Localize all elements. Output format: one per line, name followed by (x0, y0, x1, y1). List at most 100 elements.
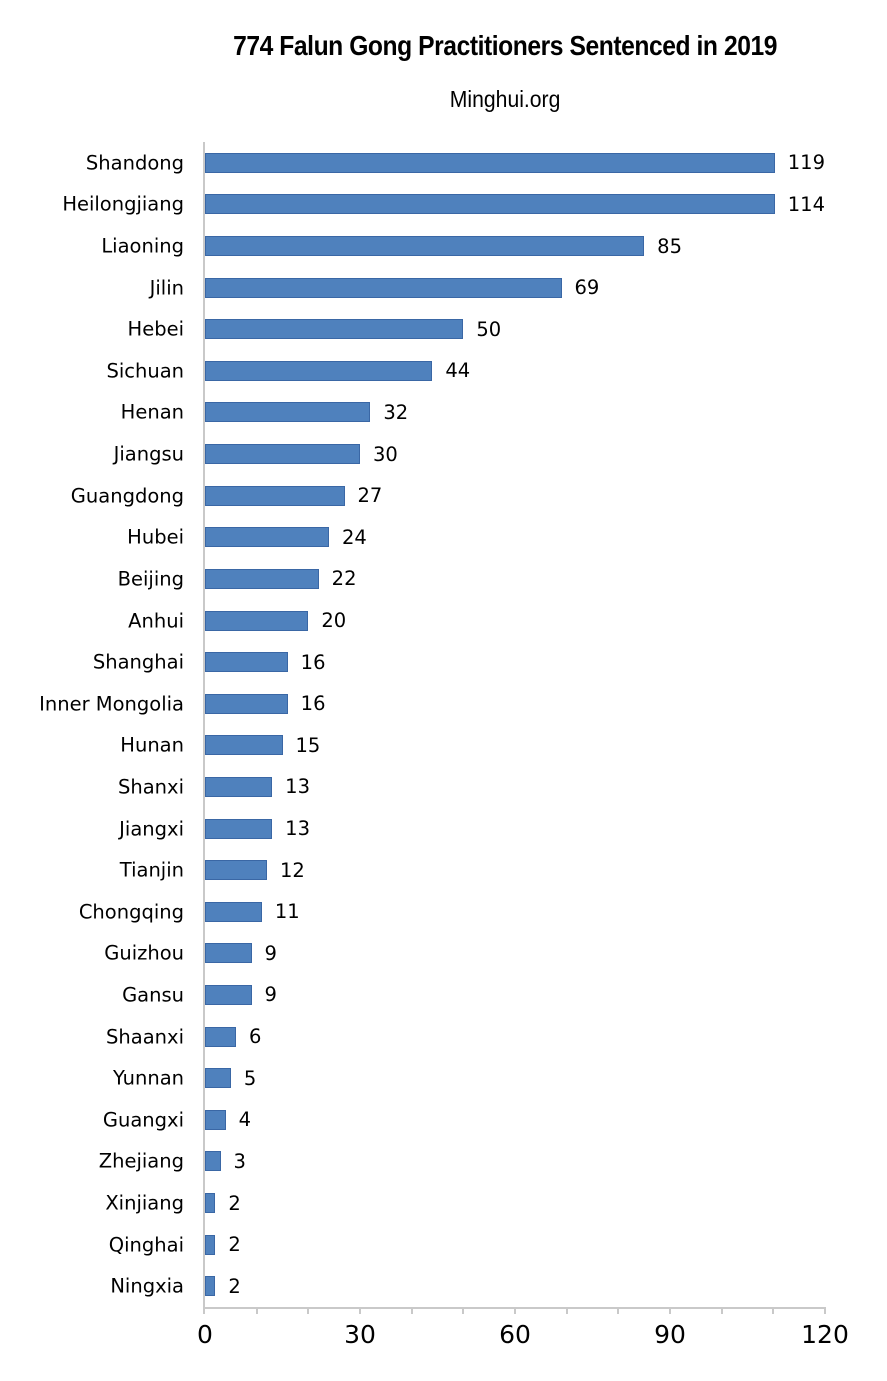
bar (205, 610, 309, 631)
value-label: 2 (228, 1233, 241, 1257)
bar-row: Hunan 15 (120, 725, 825, 767)
category-label: Heilongjiang (62, 192, 184, 216)
value-label: 50 (476, 317, 502, 341)
category-label: Chongqing (78, 900, 184, 924)
x-axis-tick-label: 60 (499, 1320, 531, 1349)
bar-row: Jilin 69 (150, 267, 825, 309)
bar-row: Zhejiang 3 (99, 1141, 825, 1183)
x-axis-tick-label: 30 (344, 1320, 376, 1349)
value-label: 16 (300, 692, 326, 716)
category-label: Beijing (117, 567, 184, 591)
bar-row: Shanghai 16 (93, 641, 825, 683)
bar (205, 527, 329, 548)
category-label: Jilin (149, 276, 184, 300)
value-label: 9 (264, 941, 277, 965)
value-label: 13 (285, 775, 310, 799)
bar (205, 943, 252, 964)
category-label: Shaanxi (106, 1025, 184, 1049)
bar (205, 402, 371, 423)
category-label: Shanghai (92, 650, 184, 674)
bar-row: Shandong 119 (86, 142, 825, 184)
value-label: 11 (274, 900, 300, 924)
value-label: 2 (228, 1274, 241, 1298)
category-label: Hunan (120, 733, 184, 757)
bar-row: Jiangsu 30 (114, 433, 825, 475)
bar (205, 984, 252, 1005)
category-label: Xinjiang (105, 1191, 184, 1215)
category-label: Inner Mongolia (39, 692, 184, 716)
bar-row: Guangdong 27 (71, 475, 825, 517)
bar-row: Xinjiang 2 (105, 1182, 825, 1224)
bar (205, 860, 267, 881)
bar-row: Gansu 9 (122, 974, 825, 1016)
bar (205, 652, 288, 673)
value-label: 5 (243, 1066, 257, 1090)
bar-row: Sichuan 44 (106, 350, 825, 392)
value-label: 119 (787, 151, 825, 175)
value-label: 15 (295, 733, 321, 757)
x-axis-tick (565, 1307, 568, 1314)
x-axis-tick (410, 1307, 413, 1314)
value-label: 4 (238, 1108, 252, 1132)
bar-row: Hubei 24 (127, 516, 825, 558)
x-axis-tick (307, 1307, 310, 1314)
bar-row: Jiangxi 13 (119, 808, 825, 850)
category-label: Sichuan (106, 359, 184, 383)
category-label: Ningxia (110, 1274, 184, 1298)
bar (205, 1276, 216, 1297)
bar-row: Chongqing 11 (79, 891, 825, 933)
category-label: Shanxi (117, 775, 184, 799)
bar-row: Qinghai 2 (109, 1224, 825, 1266)
value-label: 69 (574, 276, 600, 300)
value-label: 13 (285, 817, 310, 841)
x-axis-tick (824, 1307, 826, 1314)
bar-row: Henan 32 (121, 392, 825, 434)
chart-subtitle: Minghui.org (449, 86, 561, 112)
bar (205, 1068, 231, 1089)
bar (205, 485, 345, 506)
x-axis-tick (514, 1307, 516, 1314)
x-axis-tick (203, 1307, 205, 1314)
category-label: Guangxi (102, 1108, 184, 1132)
bar (205, 1109, 226, 1130)
x-axis-tick (617, 1307, 620, 1314)
bar-row: Tianjin 12 (120, 849, 825, 891)
bar (205, 277, 562, 298)
bar (205, 693, 288, 714)
bar-row: Ningxia 2 (110, 1265, 825, 1307)
category-label: Gansu (122, 983, 184, 1007)
value-label: 9 (264, 983, 277, 1007)
value-label: 22 (331, 567, 357, 591)
subtitle-area: Minghui.org (150, 86, 860, 113)
bar-row: Anhui 20 (128, 600, 825, 642)
category-label: Jiangsu (113, 442, 184, 466)
x-axis-tick (720, 1307, 723, 1314)
bar-row: Beijing 22 (118, 558, 825, 600)
value-label: 2 (228, 1191, 241, 1215)
bar (205, 360, 433, 381)
chart-title: 774 Falun Gong Practitioners Sentenced i… (233, 30, 777, 61)
value-label: 27 (357, 484, 383, 508)
x-axis-tick (462, 1307, 465, 1314)
value-label: 85 (657, 234, 682, 258)
bar-row: Guangxi 4 (103, 1099, 825, 1141)
category-label: Anhui (128, 609, 184, 632)
plot-area: Shandong 119 Heilongjiang 11 4 Liaoning 85 Jili… (39, 142, 849, 1349)
value-label: 3 (233, 1149, 246, 1173)
bar-row: Yunnan 5 (113, 1057, 825, 1099)
x-axis-tick (255, 1307, 258, 1314)
value-label: 32 (383, 400, 409, 424)
bar-row: Liaoning 85 (101, 225, 825, 267)
bar (205, 236, 645, 257)
x-axis-tick (669, 1307, 671, 1314)
category-label: Liaoning (101, 234, 184, 258)
x-axis-tick-label: 120 (801, 1320, 849, 1349)
value-label: 6 (249, 1025, 262, 1049)
value-label: 30 (373, 442, 398, 466)
title-area: 774 Falun Gong Practitioners Sentenced i… (150, 30, 860, 62)
bar-row: Hebei 50 (128, 308, 825, 350)
x-axis-tick (772, 1307, 775, 1314)
bar (205, 1234, 216, 1255)
bar (205, 818, 273, 839)
category-label: Guizhou (104, 941, 184, 965)
